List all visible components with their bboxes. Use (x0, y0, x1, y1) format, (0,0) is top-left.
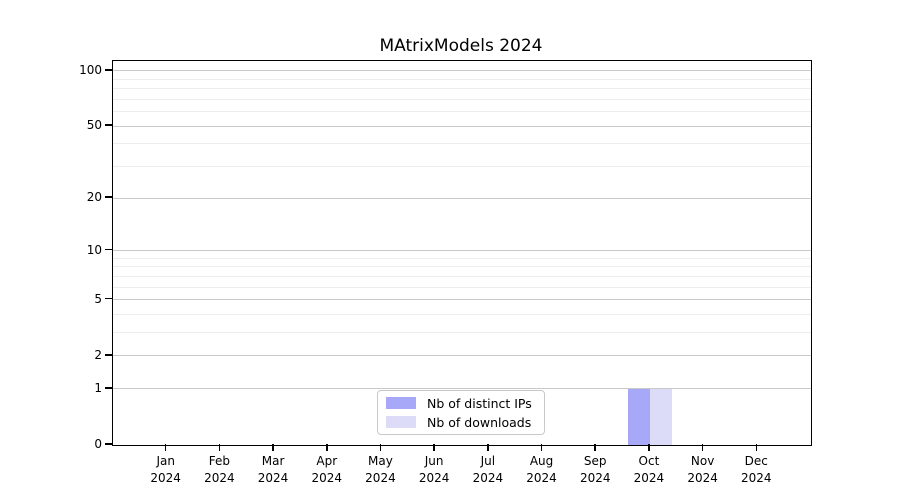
bar-distinct-ips (627, 388, 650, 445)
y-gridline-major (113, 70, 811, 72)
y-tick (105, 443, 112, 445)
y-tick-label: 10 (86, 242, 102, 257)
y-tick-label: 5 (94, 291, 102, 306)
legend-entry-distinct-ips: Nb of distinct IPs (386, 397, 544, 410)
y-tick-label: 2 (94, 347, 102, 362)
y-tick (105, 387, 112, 389)
x-tick (755, 444, 758, 451)
x-tick-label: Nov 2024 (687, 454, 718, 485)
y-gridline-minor (113, 332, 811, 334)
legend-entry-downloads: Nb of downloads (386, 416, 544, 429)
y-gridline-minor (113, 98, 811, 100)
y-gridline-minor (113, 314, 811, 315)
x-tick-label: May 2024 (365, 454, 396, 485)
x-tick (648, 444, 650, 451)
x-tick (433, 444, 435, 451)
x-tick (540, 444, 543, 451)
y-gridline-minor (113, 275, 811, 277)
x-tick-label: Dec 2024 (741, 454, 772, 485)
y-gridline-major (113, 355, 811, 357)
x-tick (701, 444, 704, 451)
chart-title: MAtrixModels 2024 (379, 36, 543, 56)
y-gridline-major (113, 125, 811, 127)
x-tick-label: Sep 2024 (579, 454, 611, 485)
x-tick (218, 444, 221, 451)
plot-area (112, 60, 812, 446)
x-tick-label: Oct 2024 (633, 454, 665, 485)
x-tick-label: Jan 2024 (150, 454, 181, 485)
x-tick-label: Jul 2024 (472, 454, 504, 485)
y-gridline-major (113, 388, 811, 390)
y-tick (105, 297, 112, 300)
x-tick-label: Mar 2024 (257, 454, 289, 485)
y-gridline-major (113, 250, 811, 252)
y-gridline-major (113, 299, 811, 301)
y-gridline-minor (113, 111, 811, 113)
x-tick-label: Apr 2024 (311, 454, 343, 485)
legend-swatch-distinct-ips (386, 397, 416, 409)
x-tick (164, 444, 167, 451)
y-tick-label: 0 (94, 437, 102, 451)
legend-swatch-downloads (386, 416, 416, 428)
y-tick-label: 50 (86, 118, 102, 133)
y-tick-label: 1 (94, 380, 102, 395)
y-gridline-minor (113, 257, 811, 259)
y-gridline-minor (113, 166, 811, 168)
y-gridline-minor (113, 286, 811, 288)
y-gridline-minor (113, 143, 811, 145)
y-tick-label: 100 (79, 62, 102, 77)
y-tick (105, 248, 112, 251)
y-gridline-minor (113, 78, 811, 80)
y-tick (105, 196, 112, 198)
x-tick (326, 444, 328, 451)
x-tick (379, 444, 382, 451)
x-tick-label: Feb 2024 (204, 454, 235, 485)
legend: Nb of distinct IPs Nb of downloads (377, 390, 545, 435)
bar-downloads (649, 388, 673, 445)
y-tick (105, 69, 112, 71)
legend-label-distinct-ips: Nb of distinct IPs (427, 395, 532, 411)
legend-label-downloads: Nb of downloads (427, 414, 532, 430)
y-gridline-minor (113, 266, 811, 268)
y-tick-label: 20 (86, 190, 102, 205)
y-gridline-minor (113, 88, 811, 90)
x-tick (594, 444, 596, 451)
y-gridline-major (113, 197, 811, 199)
x-tick (487, 444, 489, 451)
y-tick (105, 124, 112, 126)
y-tick (105, 354, 112, 356)
x-tick (272, 444, 274, 451)
x-tick-label: Jun 2024 (418, 454, 450, 485)
x-tick-label: Aug 2024 (526, 454, 557, 485)
